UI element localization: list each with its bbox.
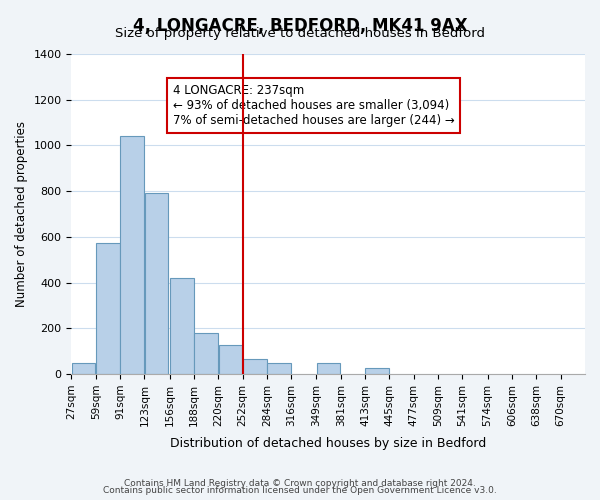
Y-axis label: Number of detached properties: Number of detached properties — [15, 121, 28, 307]
Bar — [268, 363, 291, 374]
Bar — [317, 363, 340, 374]
Text: Contains HM Land Registry data © Crown copyright and database right 2024.: Contains HM Land Registry data © Crown c… — [124, 478, 476, 488]
X-axis label: Distribution of detached houses by size in Bedford: Distribution of detached houses by size … — [170, 437, 487, 450]
Bar — [145, 194, 169, 374]
Text: Contains public sector information licensed under the Open Government Licence v3: Contains public sector information licen… — [103, 486, 497, 495]
Bar — [365, 368, 389, 374]
Text: Size of property relative to detached houses in Bedford: Size of property relative to detached ho… — [115, 28, 485, 40]
Text: 4, LONGACRE, BEDFORD, MK41 9AX: 4, LONGACRE, BEDFORD, MK41 9AX — [133, 18, 467, 36]
Text: 4 LONGACRE: 237sqm
← 93% of detached houses are smaller (3,094)
7% of semi-detac: 4 LONGACRE: 237sqm ← 93% of detached hou… — [173, 84, 454, 126]
Bar — [243, 359, 266, 374]
Bar — [218, 345, 242, 374]
Bar — [170, 278, 194, 374]
Bar — [121, 136, 144, 374]
Bar — [72, 362, 95, 374]
Bar — [96, 242, 120, 374]
Bar — [194, 333, 218, 374]
